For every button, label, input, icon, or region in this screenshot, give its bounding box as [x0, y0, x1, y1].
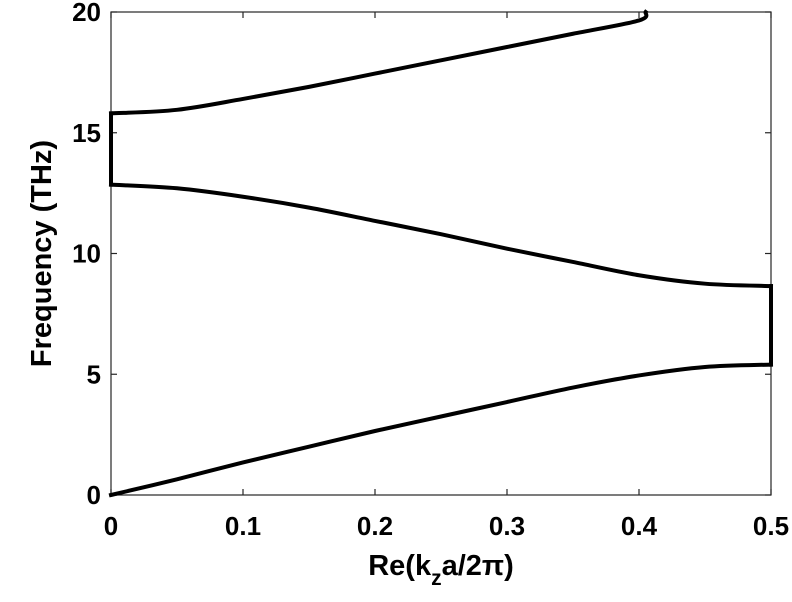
y-axis-label: Frequency (THz) — [26, 140, 58, 367]
x-tick-label: 0.5 — [753, 511, 789, 541]
y-tick-label: 10 — [72, 239, 101, 269]
x-tick-label: 0 — [104, 511, 118, 541]
x-axis-label: Re(kza/2π) — [368, 550, 514, 590]
y-tick-label: 15 — [72, 118, 101, 148]
x-axis-label-suffix: a/2π) — [442, 550, 514, 582]
x-tick-label: 0.3 — [489, 511, 525, 541]
x-axis-label-prefix: Re(k — [368, 550, 432, 582]
x-axis-ticks: 0 0.1 0.2 0.3 0.4 0.5 — [104, 12, 789, 541]
y-tick-label: 20 — [72, 0, 101, 27]
y-tick-label: 0 — [87, 480, 101, 510]
x-tick-label: 0.2 — [357, 511, 393, 541]
series-line-3 — [108, 9, 649, 116]
y-axis-ticks: 0 5 10 15 20 — [72, 0, 771, 510]
x-tick-label: 0.1 — [225, 511, 261, 541]
plot-area — [110, 11, 772, 496]
y-tick-label: 5 — [87, 359, 101, 389]
series-line-1 — [108, 362, 774, 498]
series-line-2 — [108, 182, 774, 289]
x-tick-label: 0.4 — [621, 511, 658, 541]
band-lines — [108, 9, 774, 498]
x-axis-label-subscript: z — [431, 567, 442, 590]
